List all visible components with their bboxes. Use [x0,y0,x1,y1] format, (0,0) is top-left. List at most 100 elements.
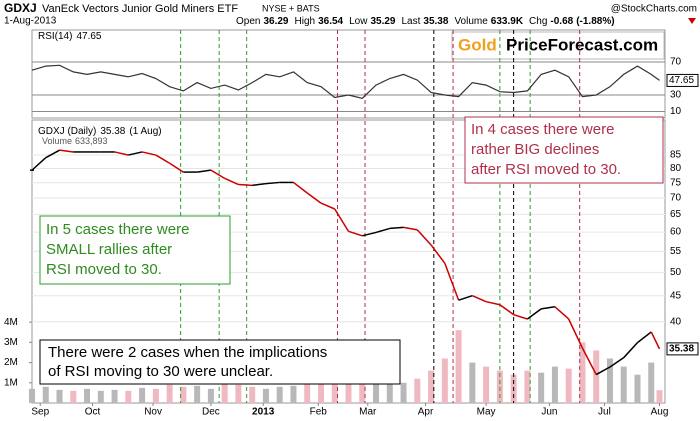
volume-bar [496,370,503,403]
annotation-box [39,215,231,285]
quote-label: Chg [529,16,547,27]
annotation-unclear: There were 2 cases when the implications… [39,339,401,385]
quote-label: Low [349,16,368,27]
volume-bar [180,386,187,403]
annotation-text: In 4 cases there were [471,121,614,138]
y-tick-label: 70 [670,193,682,204]
volume-legend: Volume 633,893 [42,136,108,146]
volume-bar [469,362,476,403]
y-tick-label: 45 [670,290,682,301]
volume-bar [139,387,146,403]
volume-bar [166,384,173,403]
price-bar [210,169,226,179]
price-bar [348,230,363,237]
y-tick-label: 40 [670,316,682,327]
price-bar [458,294,473,301]
y-tick-label: 2M [4,357,18,368]
volume-bar [111,389,118,403]
x-tick-label: 2013 [252,407,275,418]
y-tick-label: 80 [670,163,682,174]
price-bar [472,295,487,303]
quote-value: 36.29 [263,16,288,27]
price-bar [31,157,47,171]
volume-bar [194,385,201,403]
price-bar [609,357,625,368]
price-bar [650,331,661,350]
y-tick-label: 60 [670,227,682,238]
price-bar [444,263,460,301]
rsi-name: RSI(14) [38,31,72,42]
volume-bar [125,390,132,403]
quote-value: 35.29 [370,16,395,27]
volume-bar [538,372,545,403]
volume-bar [579,342,586,403]
annotation-text: SMALL rallies after [46,241,172,258]
price-name: GDXJ (Daily) [38,126,96,137]
price-legend: GDXJ (Daily) 35.38 (1 Aug) [38,126,162,137]
volume-bar [606,358,613,403]
volume-bar [56,389,63,403]
x-tick-label: Aug [651,407,669,418]
y-tick-label: 55 [670,246,682,257]
logo-gold: Gold [458,35,497,54]
volume-bar [648,362,655,403]
volume-bar [84,388,91,403]
price-bar [499,304,515,316]
date: 1-Aug-2013 [4,16,57,27]
quote-value: -0.68 [550,16,573,27]
price-bar [141,151,157,156]
annotation-text: after RSI moved to 30. [471,161,621,178]
price-bar [430,244,446,264]
price-bar [362,231,377,237]
y-tick-label: 65 [670,209,682,220]
volume-bar [359,372,366,403]
volume-bar [345,374,352,403]
annotation-big-declines: In 4 cases there were rather BIG decline… [464,116,664,184]
annotation-text: RSI moved to 30. [46,261,162,278]
volume-bar [221,383,228,403]
volume-bar [414,378,421,403]
price-bar [238,183,253,187]
y-tick-label: 4M [4,317,18,328]
down-arrow [688,18,696,24]
price-bar [526,308,542,320]
price-value: 35.38 [669,344,694,355]
quote-value: 633.9K [491,16,524,27]
price-bar [389,226,404,230]
price-bar [581,347,597,375]
volume-bar [428,370,435,403]
volume-bar [249,386,256,403]
price-value-box [666,342,699,356]
volume-bar [29,388,35,403]
x-tick-label: Apr [418,407,434,418]
x-tick-label: Oct [85,407,101,418]
quote-label: Last [402,16,421,27]
y-tick-label: 70 [670,57,682,68]
annotation-text: of RSI moving to 30 were unclear. [48,363,273,380]
volume-bar [455,330,462,403]
price-bar [334,208,350,232]
rsi-value: 47.65 [669,75,694,86]
price-bar [59,149,74,153]
volume-bar [262,388,269,403]
volume-last: 633,893 [75,136,108,146]
x-tick-label: Jun [541,407,557,418]
x-tick-label: May [477,407,496,418]
y-tick-label: 30 [670,90,682,101]
annotation-text: rather BIG declines [471,141,599,158]
price-bar [403,226,418,231]
price-bar [306,192,322,204]
y-tick-label: 3M [4,337,18,348]
annotation-text: There were 2 cases when the implications [48,344,327,361]
price-bar [320,202,336,210]
price-bar [554,306,570,320]
price-bar [416,229,432,246]
rsi-last: 47.65 [76,31,101,42]
volume-bar [656,390,663,403]
volume-bar [290,385,297,403]
volume-bar [276,386,283,403]
x-tick-label: Dec [202,407,220,418]
volume-bar [207,388,214,403]
source: @StockCharts.com [611,4,697,15]
